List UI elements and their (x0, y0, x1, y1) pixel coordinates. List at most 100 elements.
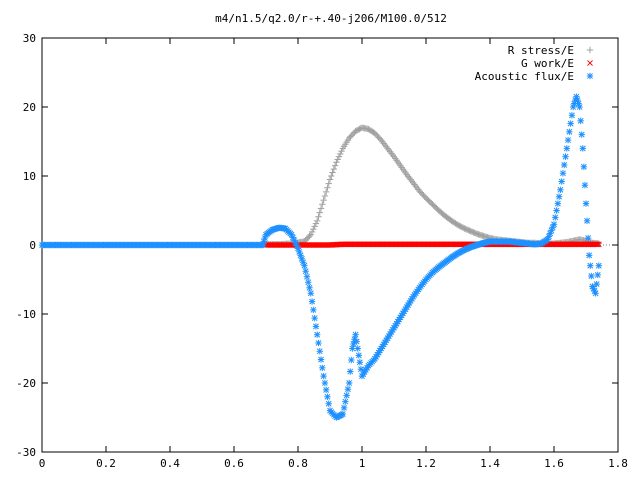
data-point (338, 147, 345, 155)
data-point (561, 161, 568, 169)
chart-title: m4/n1.5/q2.0/r-+.40-j206/M100.0/512 (215, 12, 447, 25)
data-point (334, 156, 341, 163)
x-tick-label: 0.4 (160, 457, 180, 470)
y-tick-label: 20 (23, 101, 36, 114)
y-tick-label: 10 (23, 170, 36, 183)
data-point (578, 131, 585, 138)
data-point (593, 280, 600, 288)
y-axis: 30 20 10 0 -10 -20 -30 (16, 32, 618, 459)
series-acoustic-flux-e (38, 93, 602, 421)
data-point (343, 392, 350, 399)
data-point (308, 298, 316, 305)
data-point (302, 268, 309, 275)
data-point (594, 271, 601, 279)
data-point (322, 188, 330, 196)
data-point (316, 209, 323, 216)
data-point (321, 192, 329, 200)
data-point (553, 207, 560, 214)
data-point (593, 241, 600, 248)
legend-label: G work/E (521, 57, 574, 70)
data-point (562, 153, 569, 160)
data-point (352, 331, 359, 338)
data-point (317, 356, 325, 363)
y-tick-label: 30 (23, 32, 36, 45)
data-point (557, 186, 564, 193)
data-point (586, 252, 593, 259)
data-point (559, 170, 567, 177)
data-point (301, 262, 308, 269)
data-point (595, 262, 602, 269)
data-point (325, 180, 332, 187)
data-point (314, 331, 321, 338)
data-point (344, 386, 352, 393)
data-point (340, 404, 348, 412)
data-point (356, 359, 364, 366)
data-point (595, 241, 602, 248)
data-point (326, 176, 334, 183)
data-point (592, 290, 599, 297)
data-point (312, 220, 320, 227)
x-tick-label: 0.8 (288, 457, 308, 470)
y-tick-label: 0 (29, 239, 36, 252)
data-point (580, 163, 588, 170)
data-point (579, 145, 586, 152)
legend-marker (586, 46, 594, 54)
x-tick-label: 1.4 (480, 457, 500, 470)
y-tick-label: -30 (16, 446, 36, 459)
data-point (339, 410, 346, 418)
data-point (319, 364, 326, 372)
data-point (315, 339, 322, 347)
data-point (324, 184, 331, 191)
data-point (577, 117, 584, 124)
data-point (581, 182, 589, 189)
data-point (594, 241, 601, 248)
data-point (306, 232, 313, 240)
data-point (348, 356, 355, 364)
series-g-work-e (263, 241, 602, 248)
legend-marker (587, 60, 593, 66)
data-point (307, 290, 314, 297)
data-point (588, 272, 595, 280)
data-point (583, 217, 591, 225)
data-point (320, 372, 327, 380)
data-point (568, 112, 576, 119)
x-axis: 0 0.2 0.4 0.6 0.8 1 1.2 1.4 1.6 1.8 (39, 38, 628, 470)
data-point (316, 348, 323, 355)
data-point (354, 345, 361, 352)
data-point (552, 214, 559, 221)
data-point (353, 338, 360, 345)
x-tick-label: 0.6 (224, 457, 244, 470)
data-point (554, 200, 562, 207)
data-point (308, 228, 316, 236)
data-point (290, 236, 298, 244)
data-point (314, 217, 321, 225)
data-point (347, 368, 354, 375)
legend-label: Acoustic flux/E (475, 70, 574, 83)
data-point (567, 120, 574, 127)
data-point (582, 200, 590, 207)
data-point (335, 153, 343, 160)
data-point (312, 323, 320, 330)
data-point (310, 306, 317, 314)
data-point (329, 169, 336, 176)
data-point (322, 386, 330, 394)
x-tick-label: 1.6 (544, 457, 564, 470)
legend-label: R stress/E (508, 44, 574, 57)
data-point (566, 128, 573, 136)
data-point (306, 284, 313, 291)
data-point (342, 398, 349, 405)
data-point (315, 213, 322, 220)
data-point (305, 279, 312, 286)
data-point (330, 165, 338, 173)
data-point (346, 379, 353, 387)
data-point (328, 172, 335, 180)
series-layer (38, 93, 602, 421)
x-tick-label: 1 (359, 457, 366, 470)
x-tick-label: 0.2 (96, 457, 116, 470)
data-point (321, 379, 329, 387)
data-point (574, 96, 581, 104)
data-point (558, 178, 565, 185)
x-tick-label: 0 (39, 457, 46, 470)
